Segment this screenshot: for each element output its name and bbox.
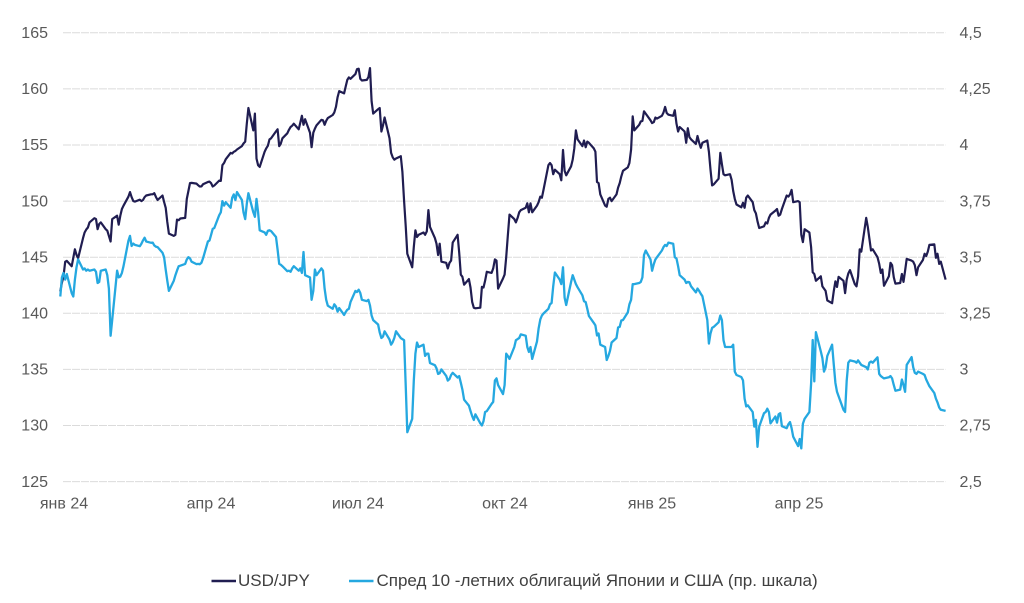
svg-text:125: 125 [21,474,48,491]
svg-text:апр 24: апр 24 [187,496,236,513]
svg-text:130: 130 [21,418,48,435]
svg-text:140: 140 [21,306,48,323]
svg-text:апр 25: апр 25 [775,496,824,513]
svg-text:янв 25: янв 25 [628,496,676,513]
svg-text:янв 24: янв 24 [40,496,88,513]
svg-text:июл 24: июл 24 [332,496,384,513]
svg-text:165: 165 [21,25,48,42]
svg-text:4: 4 [960,137,969,154]
svg-text:3,75: 3,75 [960,193,991,210]
svg-text:4,25: 4,25 [960,81,991,98]
svg-text:150: 150 [21,193,48,210]
svg-text:Спред 10 -летних облигаций Япо: Спред 10 -летних облигаций Японии и США … [377,571,818,590]
svg-text:145: 145 [21,249,48,266]
svg-text:4,5: 4,5 [960,25,982,42]
svg-text:160: 160 [21,81,48,98]
svg-text:2,5: 2,5 [960,474,982,491]
svg-text:155: 155 [21,137,48,154]
svg-text:3,25: 3,25 [960,306,991,323]
svg-text:2,75: 2,75 [960,418,991,435]
svg-text:3,5: 3,5 [960,249,982,266]
svg-text:135: 135 [21,362,48,379]
svg-text:USD/JPY: USD/JPY [238,571,310,590]
svg-text:3: 3 [960,362,969,379]
svg-text:окт 24: окт 24 [482,496,528,513]
